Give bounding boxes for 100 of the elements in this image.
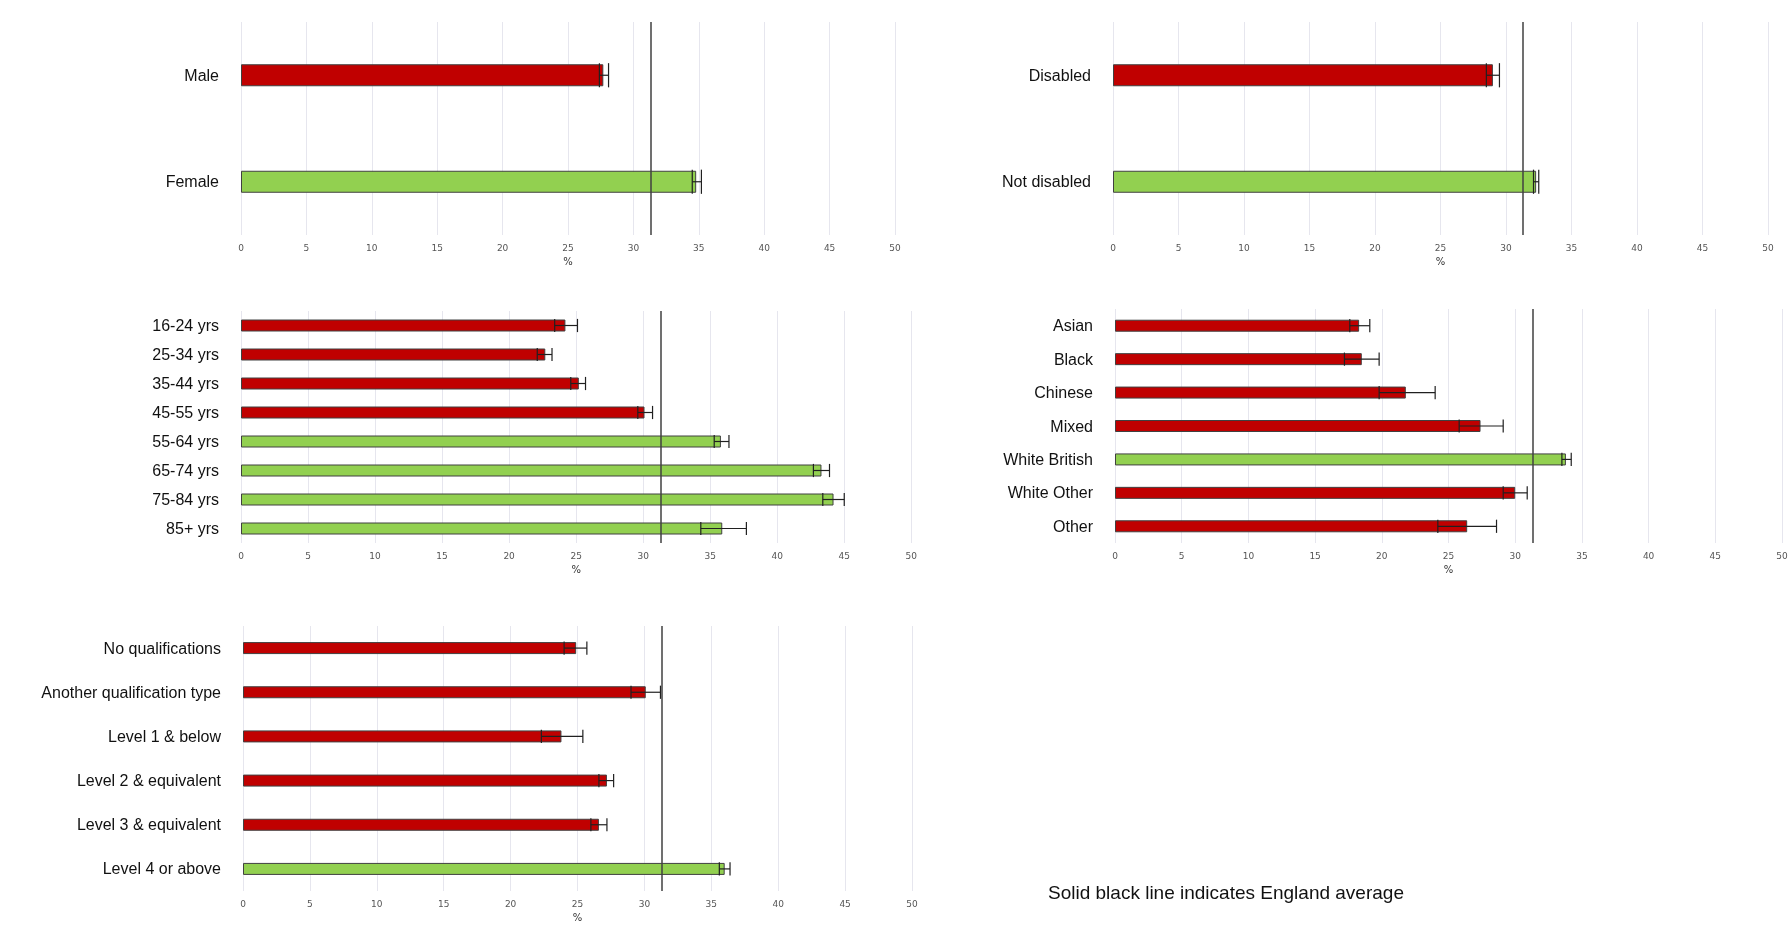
y-tick-label: 25-34 yrs — [152, 346, 219, 363]
bar — [1115, 420, 1481, 432]
x-tick-label: 25 — [571, 898, 584, 909]
y-tick-label: Chinese — [1034, 384, 1094, 402]
bar — [1115, 520, 1468, 533]
y-tick-label: Not disabled — [1002, 173, 1091, 191]
y-tick-label: White British — [1003, 450, 1093, 468]
x-tick-label: 0 — [1110, 242, 1117, 253]
y-tick-label: 85+ yrs — [166, 520, 219, 537]
x-tick-label: 40 — [1631, 242, 1643, 253]
x-tick-label: 5 — [303, 242, 310, 253]
x-tick-label: 10 — [1242, 550, 1255, 561]
y-tick-label: Level 4 or above — [102, 860, 222, 878]
bar — [1115, 319, 1360, 332]
x-tick-label: 35 — [705, 898, 718, 909]
x-tick-label: 30 — [1509, 550, 1522, 561]
x-tick-label: 10 — [371, 898, 383, 909]
x-tick-label: 5 — [1175, 242, 1182, 253]
bar — [1115, 486, 1516, 499]
x-tick-label: 30 — [1500, 242, 1512, 253]
y-tick-label: 35-44 yrs — [152, 375, 219, 392]
y-tick-label: 16-24 yrs — [152, 317, 219, 334]
x-tick-label: 45 — [1696, 242, 1709, 253]
x-axis-title: % — [1435, 256, 1446, 268]
x-tick-label: 20 — [504, 898, 517, 909]
bar — [1115, 353, 1362, 366]
x-tick-label: 5 — [305, 550, 311, 561]
x-tick-label: 50 — [889, 242, 901, 253]
bar — [243, 730, 562, 743]
x-tick-label: 0 — [238, 550, 245, 561]
x-axis-title: % — [571, 564, 581, 576]
x-tick-label: 25 — [1442, 550, 1455, 561]
y-tick-label: No qualifications — [103, 639, 221, 657]
bar — [243, 818, 599, 831]
bar — [241, 348, 546, 361]
y-tick-label: Disabled — [1028, 66, 1091, 84]
x-tick-label: 20 — [1369, 242, 1381, 253]
x-tick-label: 35 — [693, 242, 705, 253]
bar — [241, 377, 579, 390]
bar — [241, 406, 645, 419]
x-tick-label: 50 — [1776, 550, 1788, 561]
y-tick-label: Other — [1052, 517, 1094, 535]
x-tick-label: 40 — [1642, 550, 1655, 561]
x-axis-title: % — [1443, 564, 1454, 576]
y-tick-label: 55-64 yrs — [152, 433, 219, 450]
x-tick-label: 20 — [503, 550, 516, 561]
y-tick-label: Female — [165, 173, 220, 191]
y-tick-label: White Other — [1007, 484, 1094, 502]
x-tick-label: 0 — [1112, 550, 1119, 561]
x-tick-label: 45 — [839, 898, 851, 909]
x-tick-label: 45 — [838, 550, 850, 561]
bar — [241, 319, 566, 332]
y-tick-label: 65-74 yrs — [152, 462, 219, 479]
y-tick-label: Another qualification type — [41, 683, 222, 701]
bar — [1115, 386, 1406, 399]
x-axis-title: % — [563, 256, 573, 268]
y-tick-label: Male — [184, 66, 220, 84]
y-tick-label: Mixed — [1050, 417, 1093, 435]
y-tick-label: Level 1 & below — [108, 727, 222, 745]
x-tick-label: 10 — [369, 550, 382, 561]
x-tick-label: 25 — [562, 242, 574, 253]
x-tick-label: 25 — [570, 550, 582, 561]
x-tick-label: 40 — [771, 550, 784, 561]
x-tick-label: 50 — [905, 550, 918, 561]
x-tick-label: 25 — [1434, 242, 1447, 253]
x-tick-label: 30 — [637, 550, 650, 561]
x-tick-label: 20 — [496, 242, 509, 253]
x-tick-label: 35 — [1576, 550, 1588, 561]
x-tick-label: 45 — [823, 242, 836, 253]
text: Solid black line indicates England average — [1048, 882, 1404, 903]
y-tick-label: Black — [1053, 350, 1094, 368]
y-tick-label: Level 3 & equivalent — [76, 816, 222, 834]
x-tick-label: 35 — [1565, 242, 1578, 253]
x-tick-label: 40 — [758, 242, 771, 253]
x-tick-label: 0 — [240, 898, 247, 909]
y-tick-label: Asian — [1052, 317, 1093, 335]
x-tick-label: 15 — [1309, 550, 1321, 561]
x-tick-label: 10 — [366, 242, 378, 253]
bar — [243, 642, 577, 655]
x-tick-label: 5 — [1178, 550, 1185, 561]
x-tick-label: 40 — [772, 898, 785, 909]
y-tick-label: 75-84 yrs — [152, 491, 219, 508]
x-tick-label: 50 — [1762, 242, 1774, 253]
x-tick-label: 45 — [1709, 550, 1722, 561]
x-tick-label: 5 — [307, 898, 313, 909]
x-tick-label: 35 — [704, 550, 716, 561]
bar — [243, 774, 607, 787]
x-tick-label: 30 — [638, 898, 651, 909]
y-tick-label: Level 2 & equivalent — [76, 772, 222, 790]
x-tick-label: 30 — [627, 242, 640, 253]
x-tick-label: 10 — [1238, 242, 1250, 253]
x-tick-label: 0 — [238, 242, 245, 253]
x-tick-label: 20 — [1376, 550, 1388, 561]
bar — [243, 686, 646, 699]
x-tick-label: 15 — [1303, 242, 1316, 253]
x-tick-label: 15 — [431, 242, 443, 253]
x-tick-label: 50 — [906, 898, 918, 909]
x-tick-label: 15 — [437, 898, 450, 909]
x-tick-label: 15 — [436, 550, 448, 561]
y-tick-label: 45-55 yrs — [152, 404, 219, 421]
